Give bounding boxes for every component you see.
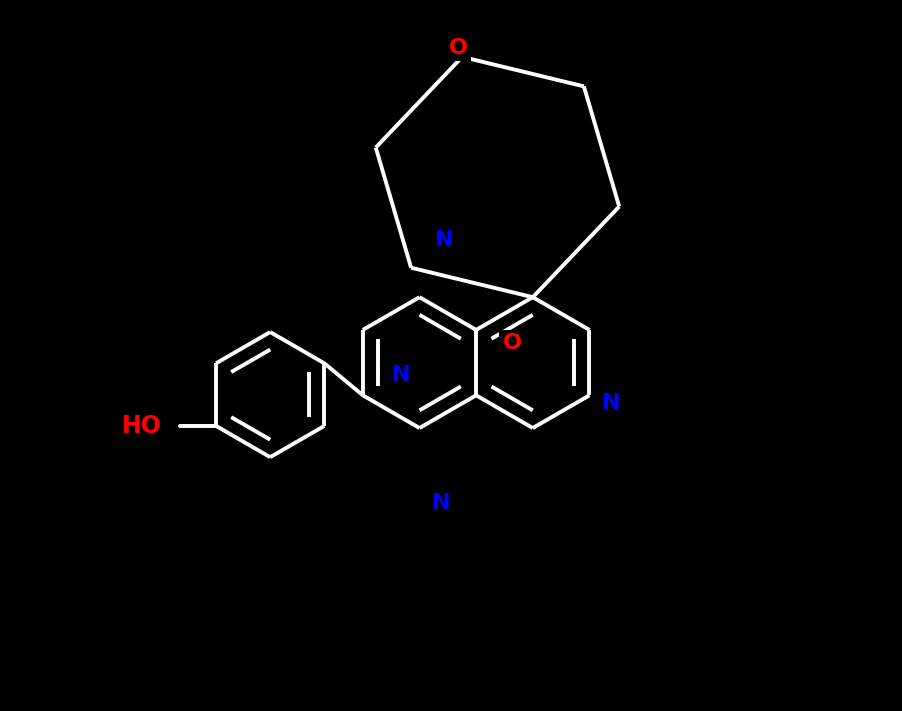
Text: N: N [602, 393, 620, 413]
Text: HO: HO [121, 414, 161, 438]
Text: O: O [502, 333, 520, 353]
Text: N: N [431, 493, 449, 513]
Text: N: N [392, 365, 410, 385]
Text: N: N [435, 230, 453, 250]
Text: O: O [448, 38, 467, 58]
